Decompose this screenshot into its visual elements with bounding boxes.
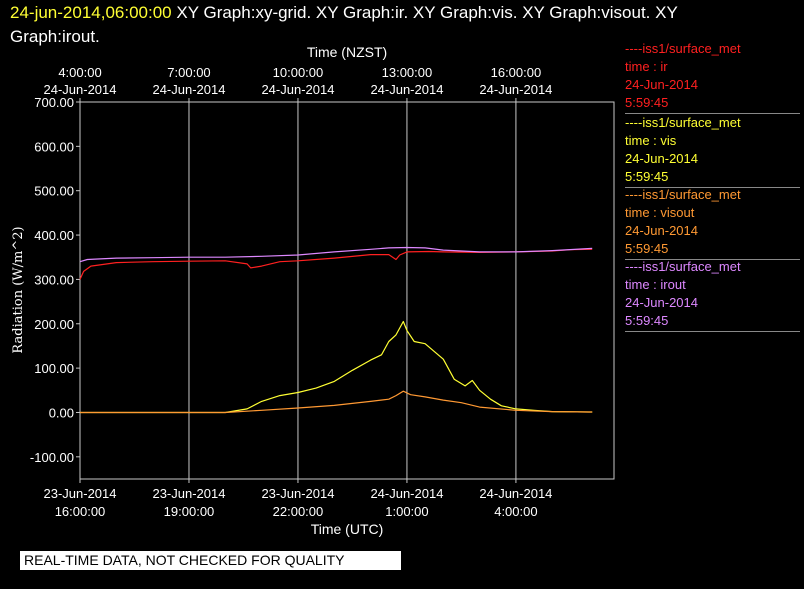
legend-series: time : visout bbox=[625, 205, 695, 220]
x-tick-time-label: 16:00:00 bbox=[55, 504, 106, 519]
legend-time: 5:59:45 bbox=[625, 95, 669, 110]
legend-entry-irout: ----iss1/surface_met time : irout 24-Jun… bbox=[625, 258, 800, 332]
legend-source: ----iss1/surface_met bbox=[625, 115, 741, 130]
top-tick-date-label: 24-Jun-2014 bbox=[370, 82, 443, 97]
legend-entry-vis: ----iss1/surface_met time : vis 24-Jun-2… bbox=[625, 114, 800, 188]
x-tick-date-label: 24-Jun-2014 bbox=[370, 486, 443, 501]
top-tick-time-label: 13:00:00 bbox=[382, 65, 433, 80]
legend-entry-visout: ----iss1/surface_met time : visout 24-Ju… bbox=[625, 186, 800, 260]
top-tick-time-label: 10:00:00 bbox=[273, 65, 324, 80]
header-title: 24-jun-2014,06:00:00 XY Graph:xy-grid. X… bbox=[10, 1, 800, 49]
y-tick-label: 600.00 bbox=[34, 139, 74, 154]
x-tick-date-label: 23-Jun-2014 bbox=[261, 486, 334, 501]
y-tick-label: 0.00 bbox=[49, 405, 74, 420]
legend-series: time : vis bbox=[625, 133, 677, 148]
x-tick-time-label: 22:00:00 bbox=[273, 504, 324, 519]
top-tick-time-label: 16:00:00 bbox=[491, 65, 542, 80]
series-line-ir bbox=[79, 248, 593, 280]
header-timestamp: 24-jun-2014,06:00:00 bbox=[10, 3, 172, 22]
legend-divider bbox=[625, 259, 800, 260]
x-axis-title: Time (UTC) bbox=[311, 521, 384, 537]
legend-entry-ir: ----iss1/surface_met time : ir 24-Jun-20… bbox=[625, 40, 800, 114]
x-tick-date-label: 24-Jun-2014 bbox=[479, 486, 552, 501]
legend-divider bbox=[625, 113, 800, 114]
x-tick-date-label: 23-Jun-2014 bbox=[152, 486, 225, 501]
series-line-irout bbox=[79, 246, 593, 263]
x-tick-date-label: 23-Jun-2014 bbox=[44, 486, 117, 501]
x-tick-time-label: 4:00:00 bbox=[494, 504, 537, 519]
plot-area-frame bbox=[79, 101, 615, 480]
top-tick-date-label: 24-Jun-2014 bbox=[44, 82, 117, 97]
y-tick-label: 500.00 bbox=[34, 184, 74, 199]
grid-lines bbox=[188, 102, 517, 479]
quality-disclaimer: REAL-TIME DATA, NOT CHECKED FOR QUALITY bbox=[20, 551, 401, 570]
y-tick-label: -100.00 bbox=[30, 450, 74, 465]
x-tick-time-label: 1:00:00 bbox=[385, 504, 428, 519]
x-axis-ticks: 23-Jun-2014 16:00:00 23-Jun-2014 19:00:00 23… bbox=[44, 65, 553, 519]
legend-date: 24-Jun-2014 bbox=[625, 77, 698, 92]
top-tick-date-label: 24-Jun-2014 bbox=[152, 82, 225, 97]
top-axis-title: Time (NZST) bbox=[307, 44, 387, 60]
legend-series: time : ir bbox=[625, 59, 668, 74]
y-tick-label: 100.00 bbox=[34, 361, 74, 376]
legend-date: 24-Jun-2014 bbox=[625, 223, 698, 238]
legend-date: 24-Jun-2014 bbox=[625, 295, 698, 310]
y-tick-label: 400.00 bbox=[34, 228, 74, 243]
legend-divider bbox=[625, 187, 800, 188]
legend-source: ----iss1/surface_met bbox=[625, 259, 741, 274]
series-lines bbox=[79, 246, 593, 414]
top-tick-date-label: 24-Jun-2014 bbox=[479, 82, 552, 97]
legend-time: 5:59:45 bbox=[625, 241, 669, 256]
legend-series: time : irout bbox=[625, 277, 686, 292]
y-tick-label: 700.00 bbox=[34, 95, 74, 110]
y-tick-label: 300.00 bbox=[34, 272, 74, 287]
header-graph-list: XY Graph:xy-grid. XY Graph:ir. XY Graph:… bbox=[176, 3, 678, 22]
series-line-visout bbox=[80, 390, 593, 414]
top-tick-date-label: 24-Jun-2014 bbox=[261, 82, 334, 97]
top-tick-time-label: 4:00:00 bbox=[58, 65, 101, 80]
legend-date: 24-Jun-2014 bbox=[625, 151, 698, 166]
y-axis-title: Radiation (W/m^2) bbox=[11, 226, 26, 353]
series-line-vis bbox=[80, 320, 593, 414]
top-tick-time-label: 7:00:00 bbox=[167, 65, 210, 80]
legend-time: 5:59:45 bbox=[625, 313, 669, 328]
legend-source: ----iss1/surface_met bbox=[625, 41, 741, 56]
y-axis-ticks: -100.00 0.00 100.00 200.00 300.00 400.00 500.0… bbox=[30, 95, 80, 465]
x-tick-time-label: 19:00:00 bbox=[164, 504, 215, 519]
y-tick-label: 200.00 bbox=[34, 317, 74, 332]
header-graph-list-continued: Graph:irout. bbox=[10, 27, 100, 46]
legend-divider bbox=[625, 331, 800, 332]
legend-time: 5:59:45 bbox=[625, 169, 669, 184]
legend-source: ----iss1/surface_met bbox=[625, 187, 741, 202]
